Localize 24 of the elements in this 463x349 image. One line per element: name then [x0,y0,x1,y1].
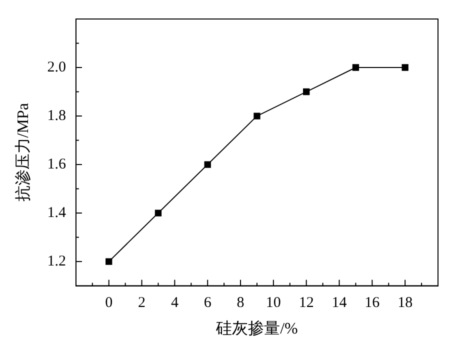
y-tick-label: 1.6 [47,156,66,172]
x-tick-label: 14 [332,295,348,312]
x-tick-label: 10 [266,295,281,312]
y-tick-label: 1.2 [47,253,66,270]
y-tick-label: 2.0 [47,59,66,76]
x-axis-title: 硅灰掺量/% [215,320,298,338]
x-tick-label: 8 [236,295,244,312]
x-tick-label: 6 [204,295,212,312]
point [154,210,162,216]
x-tick-label: 18 [398,295,413,312]
point [106,258,112,265]
x-tick-label: 12 [298,295,314,312]
y-tick-label: 1.8 [47,108,66,124]
x-tick-label: 2 [138,295,146,312]
x-tick-label: 16 [364,295,380,312]
point [402,64,408,71]
x-tick-label: 4 [170,295,179,312]
point [254,112,260,120]
x-tick-label: 0 [105,295,113,312]
y-tick-label: 1.4 [47,204,66,221]
point [303,88,310,96]
point [352,64,360,71]
point [204,161,211,168]
y-axis-title: 抗渗压力/MPa [14,103,32,202]
